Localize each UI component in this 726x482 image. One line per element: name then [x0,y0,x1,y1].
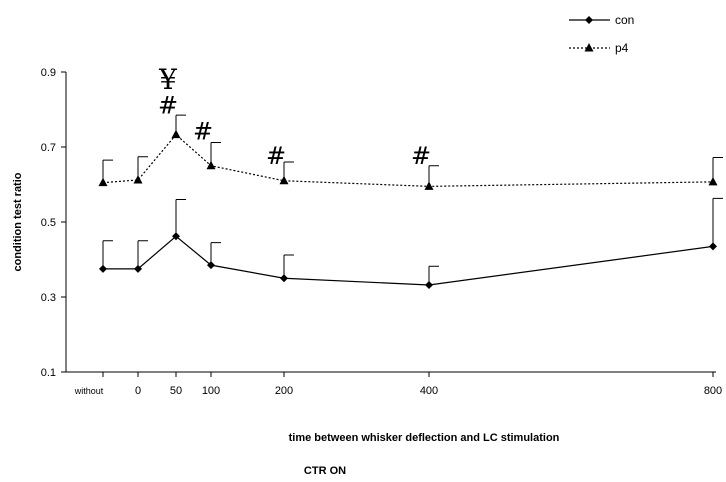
y-tick-label: 0.3 [41,292,56,304]
x-axis: without 0 50 100 200 400 800 [66,371,722,397]
legend-marker [584,43,594,52]
data-point [279,175,289,185]
significance-hash-mark: # [193,118,213,146]
x-tick-label: 50 [170,385,182,397]
significance-hash-mark: # [158,91,178,119]
significance-hash-mark: # [411,142,431,170]
data-point [171,129,181,139]
x-tick-label: 100 [202,385,220,397]
series-layer [98,114,723,289]
significance-hash-mark: # [266,142,286,170]
significance-yen-mark: ¥ [158,63,177,96]
legend-label: con [615,13,634,27]
footer-label: CTR ON [304,465,346,477]
data-point [99,264,107,273]
data-point [708,176,718,186]
y-axis: 0.1 0.3 0.5 0.7 0.9 [41,67,67,379]
y-tick-label: 0.9 [41,67,56,79]
x-tick-label: 400 [420,385,438,397]
legend-item-con: con [569,13,634,27]
x-tick-label: 200 [275,385,293,397]
data-point [280,274,288,283]
series-line-con [103,235,714,286]
data-point [709,242,717,251]
y-tick-label: 0.1 [41,367,56,379]
data-point [206,160,216,170]
y-tick-label: 0.5 [41,217,56,229]
data-point [98,177,108,187]
annotations: ¥### # [158,63,431,170]
data-point [134,264,142,273]
data-point [172,232,180,241]
legend: con p4 [569,13,634,55]
series-p4 [98,114,723,190]
legend-label: p4 [615,41,629,55]
y-ticks: 0.1 0.3 0.5 0.7 0.9 [41,67,66,379]
data-point [425,281,433,289]
x-ticks: without 0 50 100 200 400 800 [74,372,722,397]
x-tick-label: 800 [704,385,722,397]
series-con [99,197,723,289]
data-point [424,181,434,190]
x-tick-label: 0 [135,385,141,397]
legend-item-p4: p4 [569,41,629,55]
x-axis-label: time between whisker deflection and LC s… [289,432,560,444]
legend-marker [585,16,593,24]
data-point [133,175,143,184]
x-tick-label: without [74,386,104,396]
y-tick-label: 0.7 [41,142,56,154]
y-axis-label: condition test ratio [12,172,24,271]
data-point [207,261,215,270]
